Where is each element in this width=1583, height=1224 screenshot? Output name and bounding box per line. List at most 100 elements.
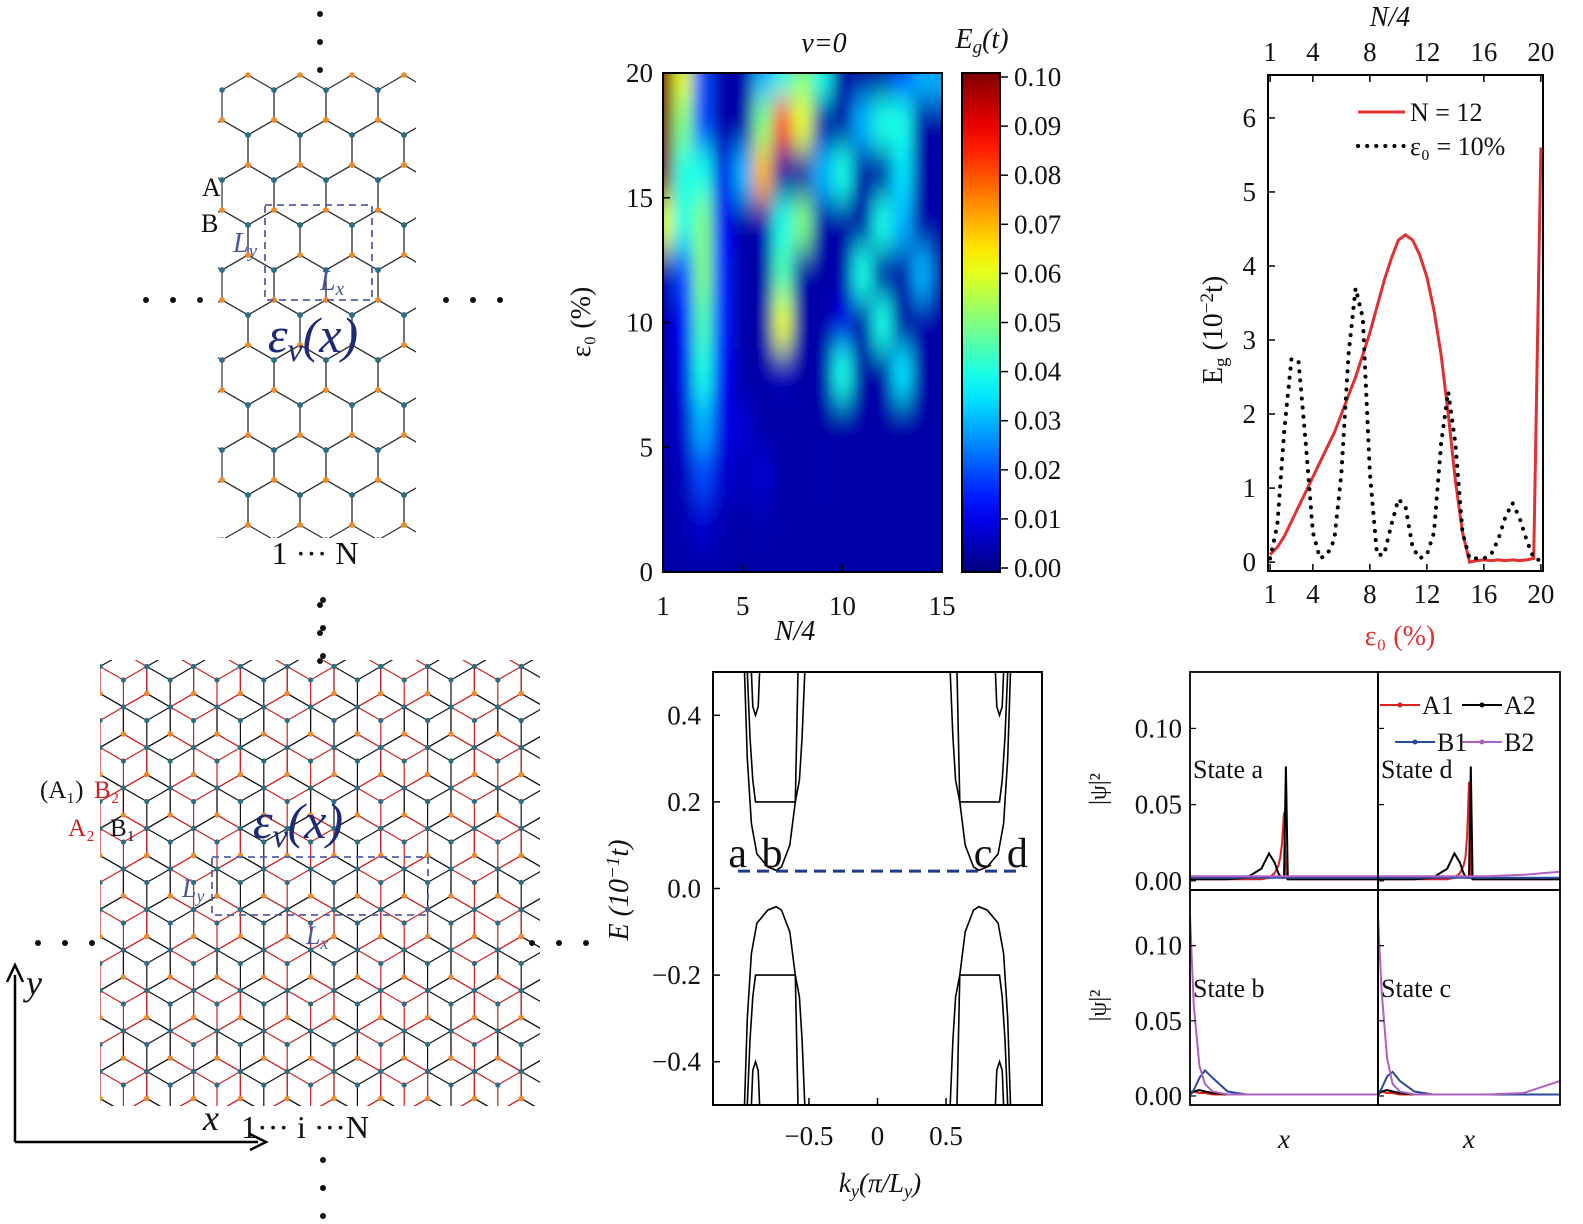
ellipsis-dot bbox=[317, 630, 323, 636]
lattice-site bbox=[448, 974, 454, 980]
heatmap-cell bbox=[672, 197, 694, 249]
bond bbox=[263, 989, 288, 1005]
bond bbox=[310, 692, 335, 708]
heatmap-cell bbox=[672, 147, 694, 199]
lattice-site bbox=[261, 920, 267, 926]
lattice-site bbox=[401, 132, 407, 138]
lattice-site bbox=[378, 987, 384, 994]
lattice-site bbox=[331, 1150, 336, 1155]
hexagon bbox=[377, 74, 416, 136]
lattice-site bbox=[542, 785, 547, 790]
panel-frame bbox=[1377, 889, 1561, 1106]
bond bbox=[474, 827, 499, 843]
heatmap-cell bbox=[663, 197, 674, 249]
heatmap-cell bbox=[732, 247, 754, 299]
y-tick-label: 0.2 bbox=[667, 787, 701, 817]
hexagon bbox=[377, 254, 416, 316]
lattice-site bbox=[237, 744, 244, 751]
lattice-site bbox=[191, 879, 197, 886]
hexagon bbox=[221, 74, 275, 136]
lattice-site bbox=[401, 920, 407, 926]
lattice-site bbox=[74, 947, 79, 952]
lattice-site bbox=[425, 771, 431, 778]
lattice-site bbox=[518, 879, 524, 886]
x-axis-label-part: (π/L bbox=[859, 1168, 904, 1198]
lattice-site bbox=[121, 1109, 126, 1114]
heatmap-cell bbox=[912, 297, 934, 349]
lattice-site bbox=[271, 177, 277, 183]
bond bbox=[169, 706, 194, 722]
ellipsis-dot bbox=[320, 1185, 326, 1191]
x-tick-label: 10 bbox=[829, 591, 856, 621]
bond bbox=[240, 787, 265, 803]
bond bbox=[100, 692, 124, 708]
bond bbox=[497, 1070, 522, 1086]
bond bbox=[263, 787, 288, 803]
bond bbox=[240, 733, 265, 749]
lattice-site bbox=[565, 934, 570, 939]
lattice-site bbox=[323, 387, 329, 393]
heatmap-cell bbox=[832, 73, 854, 99]
bond bbox=[474, 660, 487, 668]
y-tick-label: 0.00 bbox=[1135, 866, 1182, 896]
lattice-site bbox=[518, 825, 524, 832]
bond bbox=[333, 908, 358, 924]
heatmap-cell bbox=[772, 547, 794, 572]
bond bbox=[169, 665, 194, 681]
heatmap-cell bbox=[872, 447, 894, 499]
site-label: A₂ bbox=[68, 815, 95, 842]
colorbar-tick-label: 0.08 bbox=[1014, 160, 1061, 190]
bond bbox=[403, 868, 428, 884]
site-label: B₂ bbox=[94, 777, 119, 804]
lattice-site bbox=[542, 731, 547, 736]
lattice-site bbox=[237, 690, 243, 697]
lattice-site bbox=[168, 1109, 173, 1114]
y-tick-label: −0.4 bbox=[652, 1047, 701, 1077]
lattice-site bbox=[245, 432, 251, 438]
bond bbox=[427, 895, 452, 911]
bond bbox=[193, 814, 218, 830]
lattice-site bbox=[518, 852, 524, 859]
lattice-site bbox=[167, 758, 173, 764]
lattice-site bbox=[425, 852, 431, 859]
heatmap-cell bbox=[852, 247, 874, 299]
lattice-site bbox=[354, 974, 360, 980]
bond bbox=[497, 665, 522, 681]
heatmap-cell bbox=[792, 397, 814, 449]
lattice-site bbox=[191, 960, 197, 967]
x2-tick-label: 20 bbox=[1527, 37, 1554, 67]
heatmap-cell bbox=[752, 73, 774, 99]
bond bbox=[193, 1097, 208, 1106]
lattice-site bbox=[425, 933, 431, 940]
bond bbox=[460, 1097, 475, 1106]
lattice-site bbox=[354, 731, 360, 737]
hexagon bbox=[403, 487, 416, 533]
ellipsis-dot bbox=[170, 297, 176, 303]
bond bbox=[380, 733, 405, 749]
heatmap-cell bbox=[852, 73, 874, 99]
bond bbox=[123, 1057, 148, 1073]
lattice-site bbox=[144, 663, 150, 670]
bond bbox=[216, 935, 241, 951]
bond bbox=[474, 814, 499, 830]
heatmap-cell bbox=[692, 347, 714, 399]
x-tick-label: 5 bbox=[736, 591, 750, 621]
bond bbox=[427, 814, 452, 830]
chart-title: ν=0 bbox=[801, 28, 846, 59]
hexagon bbox=[377, 344, 416, 406]
bond bbox=[450, 908, 475, 924]
lattice-site bbox=[120, 1001, 126, 1007]
bond bbox=[100, 746, 124, 762]
bond bbox=[520, 989, 540, 1003]
legend-marker bbox=[1479, 702, 1485, 708]
lattice-site bbox=[542, 812, 547, 817]
lattice-site bbox=[191, 1095, 197, 1102]
lattice-site bbox=[214, 947, 220, 953]
cell-label: Lx bbox=[319, 266, 345, 300]
bond bbox=[357, 908, 382, 924]
bond bbox=[497, 1016, 522, 1032]
bond bbox=[123, 1070, 148, 1086]
bond bbox=[427, 1030, 452, 1046]
bond bbox=[450, 706, 475, 722]
lattice-site bbox=[472, 1150, 477, 1155]
